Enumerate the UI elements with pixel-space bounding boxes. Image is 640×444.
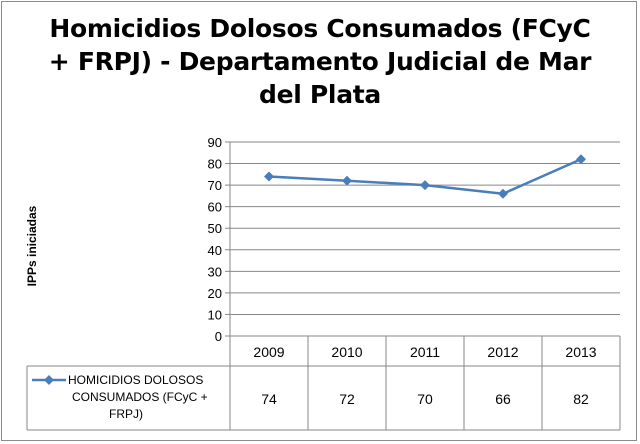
data-point-2009 [264,171,274,182]
y-tick-label-60: 60 [208,200,222,215]
y-tick-label-40: 40 [208,243,222,258]
table-value-2010: 72 [339,391,355,407]
table-value-2009: 74 [261,391,277,407]
x-category-label-2013: 2013 [565,344,596,360]
y-tick-label-0: 0 [215,329,222,344]
y-tick-label-30: 30 [208,264,222,279]
chart-title-line-2: + FRPJ) - Departamento Judicial de Mar [48,47,592,76]
data-point-2013 [576,154,586,165]
legend-label-line-3: FRPJ) [109,407,143,421]
chart-title-line-3: del Plata [258,80,381,109]
y-tick-label-80: 80 [208,157,222,172]
legend-marker [44,375,54,385]
y-tick-label-90: 90 [208,135,222,150]
x-category-label-2011: 2011 [410,344,440,360]
x-category-label-2012: 2012 [487,344,518,360]
table-value-2013: 82 [573,391,589,407]
table-value-2011: 70 [417,391,433,407]
y-tick-label-50: 50 [208,221,222,236]
x-category-label-2010: 2010 [331,344,362,360]
data-point-2011 [420,180,430,191]
data-point-2012 [498,188,508,199]
legend-label-line-1: HOMICIDIOS DOLOSOS [68,373,203,387]
y-tick-label-70: 70 [208,178,222,193]
legend-label-line-2: CONSUMADOS (FCyC + [72,390,208,404]
table-value-2012: 66 [495,391,511,407]
chart-title: Homicidios Dolosos Consumados (FCyC + FR… [20,12,620,111]
y-tick-label-10: 10 [208,307,222,322]
x-category-label-2009: 2009 [253,344,284,360]
data-point-2010 [342,175,352,186]
y-tick-label-20: 20 [208,286,222,301]
chart-title-line-1: Homicidios Dolosos Consumados (FCyC [49,14,591,43]
